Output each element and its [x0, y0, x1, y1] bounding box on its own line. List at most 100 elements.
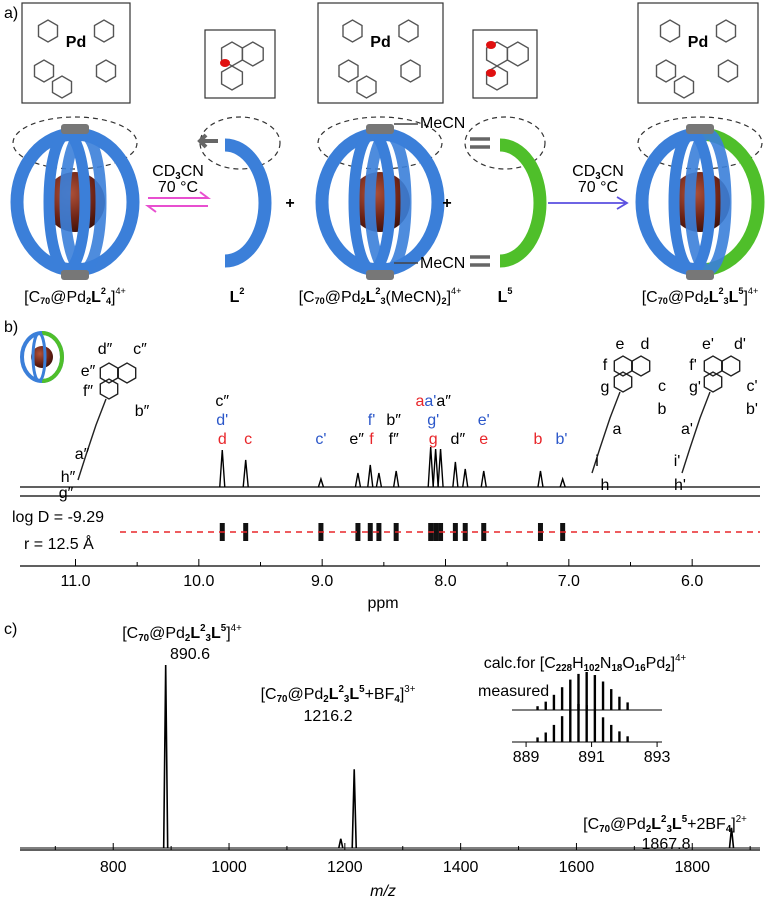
formula-part: L [366, 289, 376, 306]
formula-part: O [622, 655, 634, 672]
ring [722, 356, 739, 376]
formula-part: 4+ [748, 286, 758, 296]
peak-label: aa'a″ [415, 393, 451, 410]
x-tick-label: 7.0 [558, 573, 580, 590]
peak-label-part: d″ [451, 431, 466, 448]
peak-label: c″ [215, 393, 229, 410]
atom-label: g' [689, 379, 701, 396]
atom-label: d [641, 336, 650, 353]
nmr-peak [243, 460, 248, 487]
formula-part: CD [152, 163, 175, 180]
formula-part: [C [24, 289, 40, 306]
atom-label: b' [746, 401, 758, 418]
structure-box [473, 30, 537, 98]
formula-part: @Pd [325, 289, 361, 306]
x-tick-label: 800 [100, 859, 127, 876]
x-tick-label: 889 [513, 749, 540, 766]
formula-part: 2 [375, 286, 380, 296]
linker [78, 399, 106, 480]
formula-part: +2BF [687, 816, 726, 833]
plus: + [442, 195, 451, 212]
pd-label: Pd [66, 34, 86, 51]
atom-label: c [658, 378, 666, 395]
temperature: 70 °C [158, 179, 198, 196]
pd-label: Pd [688, 34, 708, 51]
formula-part: H [572, 655, 584, 672]
atom-label: g [601, 379, 610, 396]
atom-label: b [658, 401, 667, 418]
atom-label: e' [702, 336, 714, 353]
formula-part: 4+ [115, 286, 125, 296]
formula-part: [C [261, 686, 277, 703]
atom-label: e″ [81, 363, 96, 380]
formula-part: L [230, 289, 240, 306]
ion-label: [C70@Pd2L23L5]4+ [122, 623, 242, 644]
peak-label-part: g' [427, 412, 439, 429]
formula-part: CD [572, 163, 595, 180]
formula-part: L [329, 686, 339, 703]
atom-label: d' [734, 336, 746, 353]
plus: + [285, 195, 294, 212]
log-d: log D = -9.29 [12, 509, 104, 526]
pd-cap [366, 270, 394, 280]
ring [632, 356, 649, 376]
formula-part: L [190, 625, 200, 642]
formula-part: calc.for [C [484, 655, 556, 672]
donor-atom [486, 41, 496, 49]
formula-part: 16 [635, 663, 646, 674]
formula-part: Pd [646, 655, 666, 672]
formula-part: 228 [556, 663, 573, 674]
ms-peak [339, 839, 343, 848]
pd-label: Pd [370, 34, 390, 51]
x-tick-label: 1600 [559, 859, 595, 876]
atom-label: f' [689, 357, 697, 374]
peak-label-part: f [369, 431, 374, 448]
formula-part: 102 [584, 663, 601, 674]
nmr-peak [376, 473, 381, 487]
atom-label: c″ [133, 341, 147, 358]
atom-label: b″ [135, 403, 150, 420]
formula-part: CN [601, 163, 624, 180]
nmr-peak [433, 449, 438, 487]
formula-part: 2+ [736, 814, 747, 825]
arrow [548, 197, 627, 209]
atom-label: h [601, 477, 610, 494]
peak-label: b [534, 431, 543, 448]
atom-label: i [595, 453, 599, 470]
formula-part: L [211, 625, 221, 642]
peak-label: c' [315, 431, 326, 448]
ion-label: [C70@Pd2L23L5+2BF4]2+ [583, 814, 747, 835]
formula-part: L [498, 289, 508, 306]
nmr-peak [438, 449, 443, 487]
peak-label-part: b″ [386, 412, 401, 429]
peak-label: g' [427, 412, 439, 429]
pd-cap [686, 124, 714, 134]
formula-part: [C [583, 816, 599, 833]
atom-label: g″ [59, 485, 74, 502]
formula-part: +BF [365, 686, 395, 703]
formula-part: 4+ [231, 623, 242, 634]
ring [614, 372, 631, 392]
ring [100, 379, 117, 399]
ion-label: [C70@Pd2L23L5+BF4]3+ [261, 684, 416, 705]
peak-label-part: e [479, 431, 488, 448]
arrow-gray [470, 257, 490, 265]
formula-part: L [91, 289, 101, 306]
peak-label-part: f″ [389, 431, 399, 448]
formula-part: 4+ [451, 286, 461, 296]
x-tick-label: 1000 [211, 859, 247, 876]
nmr-peak [220, 450, 225, 487]
x-tick-label: 891 [578, 749, 605, 766]
x-axis-label: m/z [370, 883, 396, 900]
formula-part: @Pd [668, 289, 704, 306]
peak-label-part: f' [368, 412, 376, 429]
mecn: MeCN [420, 255, 465, 272]
formula-part: CN [181, 163, 204, 180]
peak-label: d [218, 431, 227, 448]
atom-label: h' [674, 477, 686, 494]
pd-cap [686, 270, 714, 280]
x-tick-label: 11.0 [61, 573, 91, 590]
donor-atom [486, 69, 496, 77]
formula-part: 5 [507, 286, 512, 296]
pd-cap [61, 124, 89, 134]
